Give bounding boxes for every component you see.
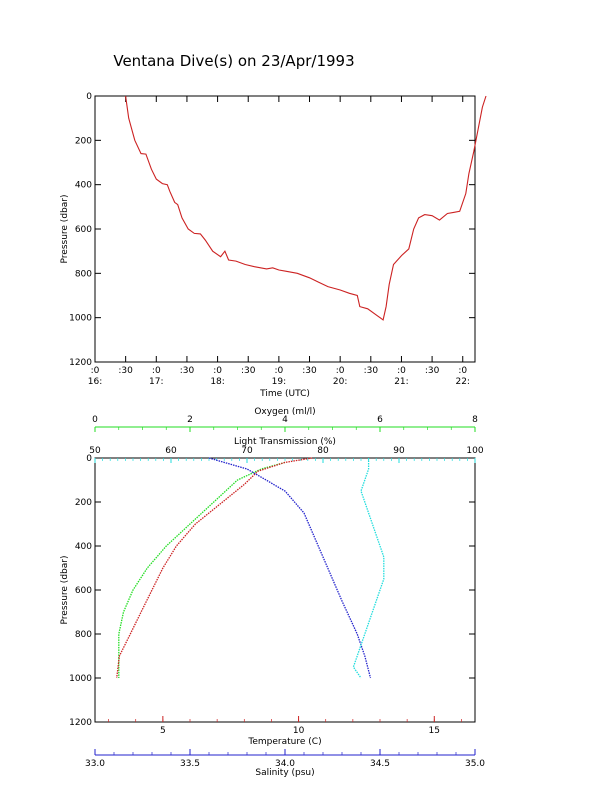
bottom-axis-tick-label: 33.5	[180, 759, 200, 769]
top-axis-tick-label: 90	[393, 446, 405, 456]
pressure-tick-label: 800	[75, 269, 92, 279]
time-tick-hour-label: 21:	[394, 377, 408, 387]
profile-pressure-tick-label: 1200	[69, 718, 92, 728]
profile-panel: 0 200 400 600 800 1000 1200 0 2 4 6 8 Oxygen (ml/l)…	[60, 407, 485, 778]
oxygen-axis-label: Oxygen (ml/l)	[254, 407, 315, 417]
bottom-axis-tick-label: 33.0	[85, 759, 105, 769]
time-tick-label: :30	[118, 366, 133, 376]
bottom-axis-tick-label: 35.0	[465, 759, 485, 769]
time-tick-label: :30	[241, 366, 256, 376]
profile-series-line	[208, 457, 372, 679]
top-axis-tick-label: 70	[241, 446, 253, 456]
pressure-tick-label: 1000	[69, 314, 92, 324]
time-tick-label: :0	[91, 366, 100, 376]
profile-series-line	[352, 458, 385, 679]
profile-pressure-axis-label: Pressure (dbar)	[60, 556, 70, 625]
bottom-axis-tick-label: 34.5	[370, 759, 390, 769]
time-tick-label: :0	[274, 366, 283, 376]
time-tick-label: :0	[152, 366, 161, 376]
time-tick-hour-label: 20:	[333, 377, 347, 387]
top-axis-tick-label: 4	[282, 415, 288, 425]
pressure-tick-label: 1200	[69, 358, 92, 368]
time-tick-hour-label: 18:	[210, 377, 224, 387]
bottom-axis-tick-label: 5	[160, 726, 166, 736]
pressure-time-frame	[94, 95, 476, 363]
top-axis-tick-label: 50	[89, 446, 101, 456]
top-axis-tick-label: 100	[466, 446, 483, 456]
pressure-tick-label: 200	[75, 136, 92, 146]
top-axis-tick-label: 2	[187, 415, 193, 425]
bottom-axis-tick-label: 10	[293, 726, 305, 736]
time-tick-hour-label: 19:	[272, 377, 286, 387]
profile-pressure-tick-label: 400	[75, 542, 92, 552]
top-axis-tick-label: 60	[165, 446, 177, 456]
time-tick-label: :0	[397, 366, 406, 376]
top-axis-tick-label: 80	[317, 446, 329, 456]
bottom-axis-tick-label: 15	[429, 726, 440, 736]
top-axis-tick-label: 6	[377, 415, 383, 425]
time-tick-hour-label: 17:	[149, 377, 163, 387]
profile-pressure-tick-label: 600	[75, 586, 92, 596]
profile-pressure-tick-label: 1000	[69, 674, 92, 684]
pressure-tick-label: 400	[75, 181, 92, 191]
time-tick-label: :0	[213, 366, 222, 376]
salinity-axis-label: Salinity (psu)	[255, 768, 314, 778]
bottom-axis-tick-label: 34.0	[275, 759, 295, 769]
time-tick-label: :30	[302, 366, 317, 376]
pressure-axis-label: Pressure (dbar)	[60, 195, 70, 264]
pressure-tick-label: 0	[86, 92, 92, 102]
time-tick-hour-label: 16:	[88, 377, 102, 387]
profile-pressure-tick-label: 800	[75, 630, 92, 640]
profile-frame	[94, 457, 476, 723]
profile-series-line	[118, 461, 286, 678]
pressure-tick-label: 600	[75, 225, 92, 235]
profile-pressure-tick-label: 0	[86, 454, 92, 464]
temperature-axis-label: Temperature (C)	[247, 737, 321, 747]
time-axis-label: Time (UTC)	[259, 389, 310, 399]
time-tick-label: :0	[336, 366, 345, 376]
profile-pressure-tick-label: 200	[75, 498, 92, 508]
time-tick-hour-label: 22:	[455, 377, 469, 387]
time-tick-label: :30	[180, 366, 195, 376]
time-tick-label: :30	[364, 366, 379, 376]
light-transmission-axis-label: Light Transmission (%)	[234, 437, 336, 447]
top-axis-tick-label: 8	[472, 415, 478, 425]
time-tick-label: :0	[458, 366, 467, 376]
top-axis-tick-label: 0	[92, 415, 98, 425]
chart-title: Ventana Dive(s) on 23/Apr/1993	[113, 52, 354, 70]
time-tick-label: :30	[425, 366, 440, 376]
pressure-time-line	[125, 95, 487, 321]
profile-series-line	[116, 457, 313, 679]
